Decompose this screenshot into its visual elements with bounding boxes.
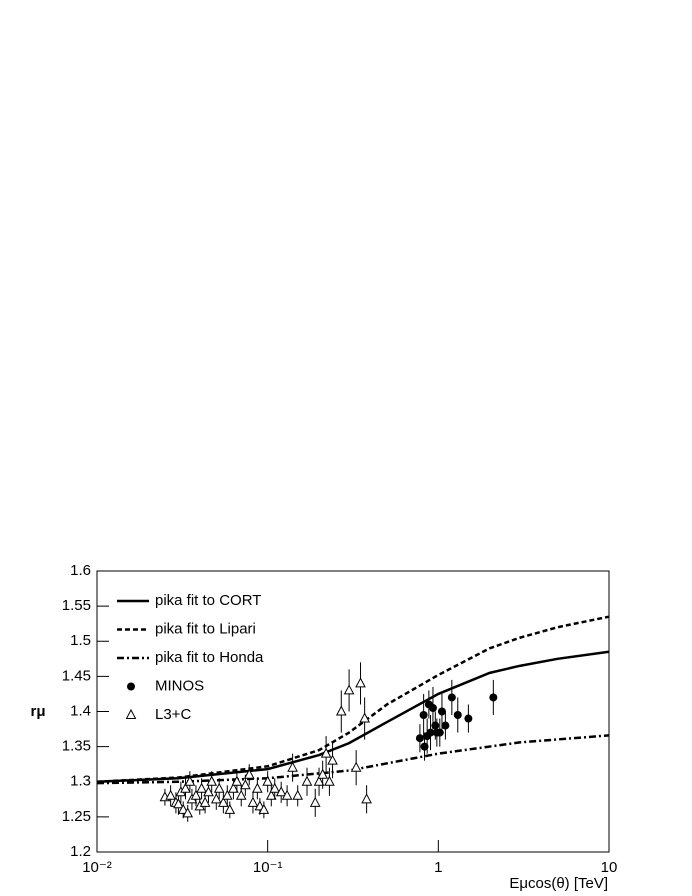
marker xyxy=(224,803,236,814)
marker xyxy=(292,789,304,800)
marker xyxy=(281,789,293,800)
marker xyxy=(437,707,446,716)
y-tick-label: 1.5 xyxy=(70,632,91,649)
marker xyxy=(287,761,298,772)
x-tick-label: 1 xyxy=(434,859,442,876)
x-axis-label: Eμcos(θ) [TeV] xyxy=(509,875,608,892)
marker xyxy=(190,789,202,800)
marker xyxy=(489,693,498,702)
marker xyxy=(431,721,440,730)
marker xyxy=(203,786,214,797)
marker xyxy=(221,789,233,800)
y-tick-label: 1.2 xyxy=(70,843,91,860)
marker xyxy=(447,693,456,702)
marker xyxy=(213,782,225,793)
marker xyxy=(441,721,450,730)
marker xyxy=(464,714,473,723)
marker xyxy=(218,796,229,807)
marker xyxy=(240,779,251,790)
marker xyxy=(243,768,255,779)
marker xyxy=(199,796,211,807)
marker xyxy=(355,677,366,688)
marker xyxy=(177,803,189,814)
marker xyxy=(228,782,239,793)
marker xyxy=(324,775,335,786)
marker xyxy=(247,796,259,807)
legend-swatch xyxy=(127,682,135,691)
marker xyxy=(258,803,270,814)
y-tick-label: 1.35 xyxy=(62,738,91,755)
curve xyxy=(96,615,610,783)
curve xyxy=(96,650,610,783)
marker xyxy=(343,684,355,695)
x-tick-label: 10⁻¹ xyxy=(253,859,283,876)
y-tick-label: 1.45 xyxy=(62,667,91,684)
marker xyxy=(415,734,424,743)
y-tick-label: 1.55 xyxy=(62,597,91,614)
marker xyxy=(173,798,184,809)
y-tick-label: 1.25 xyxy=(62,808,91,825)
legend-label: pika fit to Honda xyxy=(155,649,264,666)
y-tick-label: 1.3 xyxy=(70,773,91,790)
marker xyxy=(196,782,207,793)
marker xyxy=(350,761,362,772)
marker xyxy=(453,711,462,720)
marker xyxy=(210,793,222,804)
marker xyxy=(320,747,332,758)
marker xyxy=(428,703,437,712)
marker xyxy=(313,775,325,786)
marker xyxy=(231,775,243,786)
legend-label: pika fit to Lipari xyxy=(155,620,256,637)
legend-swatch xyxy=(125,708,137,719)
x-tick-label: 10 xyxy=(601,859,618,876)
legend-label: pika fit to CORT xyxy=(155,592,261,609)
y-tick-label: 1.6 xyxy=(70,562,91,579)
marker xyxy=(265,789,277,800)
marker xyxy=(301,775,313,786)
marker xyxy=(235,789,247,800)
marker xyxy=(275,786,287,797)
marker xyxy=(180,782,191,793)
legend-label: L3+C xyxy=(155,706,191,723)
marker xyxy=(426,728,435,737)
x-tick-label: 10⁻² xyxy=(82,859,112,876)
marker xyxy=(359,712,370,723)
marker xyxy=(206,775,218,786)
marker xyxy=(165,789,176,800)
y-tick-label: 1.4 xyxy=(70,702,91,719)
marker xyxy=(182,807,194,818)
marker xyxy=(309,796,321,807)
marker xyxy=(252,782,263,793)
curve xyxy=(96,734,610,785)
marker xyxy=(184,775,196,786)
marker xyxy=(269,782,281,793)
marker xyxy=(435,728,444,737)
y-axis-label: rμ xyxy=(30,703,45,720)
marker xyxy=(262,775,273,786)
marker xyxy=(327,754,338,765)
marker xyxy=(419,711,428,720)
marker xyxy=(420,742,429,751)
legend-label: MINOS xyxy=(155,677,204,694)
marker xyxy=(361,793,372,804)
marker xyxy=(335,705,347,716)
marker xyxy=(317,768,328,779)
